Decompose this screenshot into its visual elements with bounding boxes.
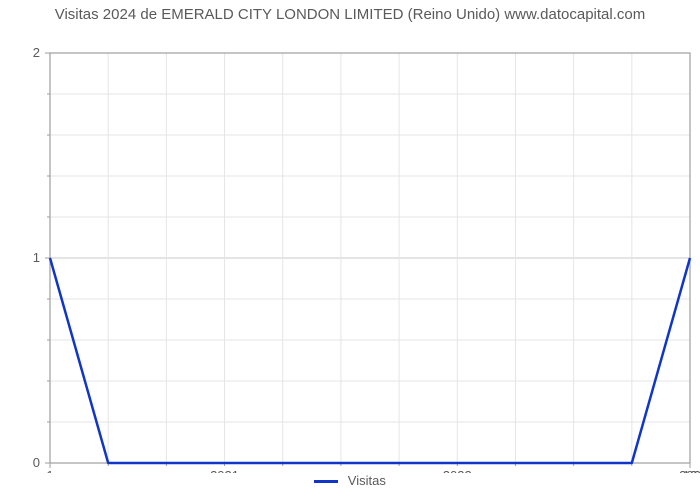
legend-label: Visitas [348,473,386,488]
svg-text:2022: 2022 [443,468,472,473]
visits-line-chart: 01211220212022202 [0,23,700,473]
svg-text:2021: 2021 [210,468,239,473]
svg-text:0: 0 [33,455,40,470]
legend-swatch [314,480,338,483]
svg-text:1: 1 [33,250,40,265]
svg-text:1: 1 [46,468,53,473]
svg-text:202: 202 [679,468,700,473]
svg-text:2: 2 [33,45,40,60]
chart-legend: Visitas [0,473,700,488]
chart-title: Visitas 2024 de EMERALD CITY LONDON LIMI… [0,0,700,23]
